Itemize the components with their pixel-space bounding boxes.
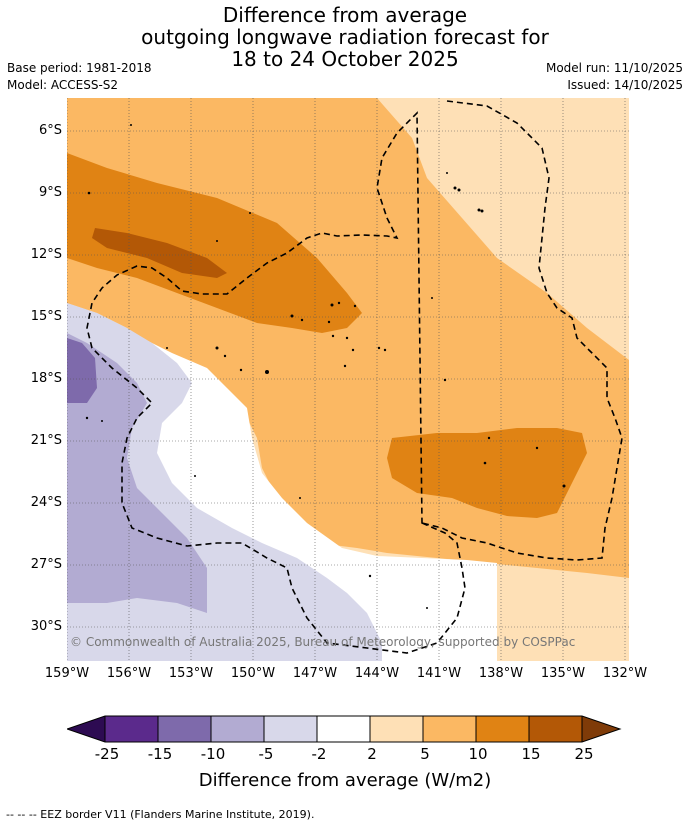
island-mark <box>480 209 484 213</box>
island-mark <box>353 304 357 308</box>
colorbar-tick-label: 25 <box>574 745 594 763</box>
graticule <box>67 98 629 661</box>
island-mark <box>249 212 251 214</box>
colorbar-tick-label: -5 <box>258 745 274 763</box>
lat-label-27s: 27°S <box>30 557 62 572</box>
lat-label-18s: 18°S <box>30 371 62 386</box>
island-mark <box>535 446 539 450</box>
lat-label-9s: 9°S <box>38 185 62 200</box>
island-mark <box>215 346 219 350</box>
island-mark <box>87 191 91 195</box>
island-mark <box>453 186 457 190</box>
colorbar-title: Difference from average (W/m2) <box>198 770 492 791</box>
island-mark <box>327 320 331 324</box>
eez-border <box>86 100 623 654</box>
island-mark <box>426 607 428 609</box>
island-mark <box>239 368 243 372</box>
island-mark <box>216 240 218 242</box>
island-mark <box>330 303 334 307</box>
island-mark <box>383 348 387 352</box>
colorbar-segment-above-max <box>582 716 620 742</box>
island-mark <box>562 484 566 488</box>
colorbar-segment <box>158 716 211 742</box>
colorbar-tick-label: -10 <box>200 745 226 763</box>
lon-label-144w: 144°W <box>354 666 400 681</box>
colorbar-segment <box>211 716 264 742</box>
island-mark <box>194 475 196 477</box>
island-mark <box>130 124 132 126</box>
island-mark <box>290 314 294 318</box>
island-mark <box>483 461 487 465</box>
chart-title-line-1: Difference from average <box>222 3 468 27</box>
lon-label-147w: 147°W <box>292 666 338 681</box>
island-mark <box>331 334 335 338</box>
olr-anomaly-map: © Commonwealth of Australia 2025, Bureau… <box>67 98 629 661</box>
island-mark <box>300 318 304 322</box>
colorbar-tick-label: 10 <box>468 745 488 763</box>
base-period-label: Base period: 1981-2018 <box>7 61 152 75</box>
lat-label-24s: 24°S <box>30 495 62 510</box>
lat-label-21s: 21°S <box>30 433 62 448</box>
island-mark <box>477 208 481 212</box>
island-mark <box>443 378 447 382</box>
anomaly-band-10-15-south <box>387 428 587 518</box>
lon-label-141w: 141°W <box>416 666 462 681</box>
lon-label-132w: 132°W <box>602 666 648 681</box>
island-mark <box>101 420 103 422</box>
lon-label-135w: 135°W <box>540 666 586 681</box>
island-mark <box>345 336 349 340</box>
lat-label-12s: 12°S <box>30 247 62 262</box>
chart-title-line-2: outgoing longwave radiation forecast for <box>141 25 549 49</box>
island-mark <box>166 347 168 349</box>
island-mark <box>446 172 448 174</box>
lon-label-138w: 138°W <box>478 666 524 681</box>
colorbar-segment-below-min <box>67 716 105 742</box>
colorbar-segment <box>317 716 370 742</box>
eez-legend: -- -- -- EEZ border V11 (Flanders Marine… <box>6 808 315 821</box>
colorbar-tick-label: -2 <box>311 745 327 763</box>
island-mark <box>85 416 89 420</box>
colorbar-segment <box>423 716 476 742</box>
anomaly-band-10-15-north <box>67 153 362 333</box>
copyright-notice: © Commonwealth of Australia 2025, Bureau… <box>70 635 575 649</box>
island-mark <box>299 497 301 499</box>
colorbar-tick-label: -25 <box>94 745 120 763</box>
colorbar-segment <box>529 716 582 742</box>
colorbar-segment <box>370 716 423 742</box>
lat-label-30s: 30°S <box>30 619 62 634</box>
island-mark <box>368 574 372 578</box>
colorbar <box>67 715 622 743</box>
model-run-label: Model run: 11/10/2025 <box>545 61 683 75</box>
anomaly-band-neg-5-10 <box>67 333 207 613</box>
island-mark <box>487 436 491 440</box>
lon-label-156w: 156°W <box>106 666 152 681</box>
colorbar-tick-label: 15 <box>521 745 541 763</box>
colorbar-segment <box>264 716 317 742</box>
island-mark <box>223 354 227 358</box>
island-mark <box>457 188 461 192</box>
lon-label-150w: 150°W <box>230 666 276 681</box>
anomaly-band-15-25 <box>92 228 227 278</box>
map-canvas: © Commonwealth of Australia 2025, Bureau… <box>67 98 629 661</box>
colorbar-tick-label: 5 <box>420 745 430 763</box>
island-mark <box>343 364 347 368</box>
island-mark <box>431 297 433 299</box>
island-mark <box>265 370 269 374</box>
lon-label-159w: 159°W <box>44 666 90 681</box>
islands <box>85 124 566 609</box>
issued-label: Issued: 14/10/2025 <box>567 78 683 92</box>
colorbar-segment <box>105 716 158 742</box>
lat-label-6s: 6°S <box>38 123 62 138</box>
colorbar-tick-label: -15 <box>147 745 173 763</box>
island-mark <box>351 348 355 352</box>
island-mark <box>337 301 341 305</box>
lon-label-153w: 153°W <box>168 666 214 681</box>
model-label: Model: ACCESS-S2 <box>7 78 119 92</box>
lat-label-15s: 15°S <box>30 309 62 324</box>
colorbar-tick-label: 2 <box>367 745 377 763</box>
island-mark <box>377 346 381 350</box>
colorbar-segment <box>476 716 529 742</box>
anomaly-band-neg-10-15 <box>67 338 97 403</box>
chart-title-line-3: 18 to 24 October 2025 <box>231 47 459 71</box>
